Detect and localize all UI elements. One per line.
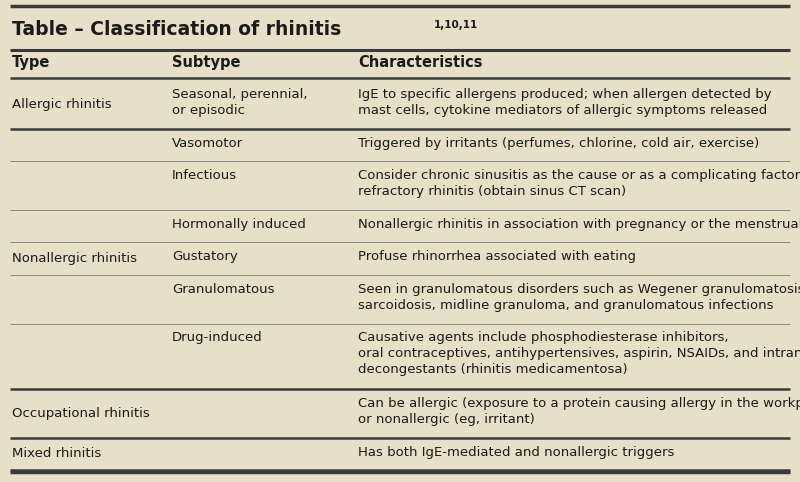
Text: Hormonally induced: Hormonally induced bbox=[172, 218, 306, 231]
Text: Consider chronic sinusitis as the cause or as a complicating factor in
refractor: Consider chronic sinusitis as the cause … bbox=[358, 169, 800, 198]
Text: Table – Classification of rhinitis: Table – Classification of rhinitis bbox=[12, 20, 342, 39]
Text: Seen in granulomatous disorders such as Wegener granulomatosis,
sarcoidosis, mid: Seen in granulomatous disorders such as … bbox=[358, 282, 800, 312]
Text: Nonallergic rhinitis in association with pregnancy or the menstrual cycle: Nonallergic rhinitis in association with… bbox=[358, 218, 800, 231]
Text: Gustatory: Gustatory bbox=[172, 250, 238, 263]
Text: Profuse rhinorrhea associated with eating: Profuse rhinorrhea associated with eatin… bbox=[358, 250, 636, 263]
Text: Infectious: Infectious bbox=[172, 169, 237, 182]
Text: IgE to specific allergens produced; when allergen detected by
mast cells, cytoki: IgE to specific allergens produced; when… bbox=[358, 88, 772, 117]
Text: Seasonal, perennial,
or episodic: Seasonal, perennial, or episodic bbox=[172, 88, 307, 117]
Text: Allergic rhinitis: Allergic rhinitis bbox=[12, 98, 112, 111]
Text: 1,10,11: 1,10,11 bbox=[434, 20, 478, 30]
Text: Subtype: Subtype bbox=[172, 55, 241, 70]
Text: Occupational rhinitis: Occupational rhinitis bbox=[12, 407, 150, 420]
Text: Triggered by irritants (perfumes, chlorine, cold air, exercise): Triggered by irritants (perfumes, chlori… bbox=[358, 137, 759, 150]
Text: Characteristics: Characteristics bbox=[358, 55, 482, 70]
Text: Type: Type bbox=[12, 55, 50, 70]
Text: Nonallergic rhinitis: Nonallergic rhinitis bbox=[12, 252, 137, 265]
Text: Can be allergic (exposure to a protein causing allergy in the workplace)
or nona: Can be allergic (exposure to a protein c… bbox=[358, 397, 800, 426]
Text: Granulomatous: Granulomatous bbox=[172, 282, 274, 295]
Text: Drug-induced: Drug-induced bbox=[172, 332, 262, 345]
Text: Has both IgE-mediated and nonallergic triggers: Has both IgE-mediated and nonallergic tr… bbox=[358, 445, 674, 458]
Text: Causative agents include phosphodiesterase inhibitors,
oral contraceptives, anti: Causative agents include phosphodiestera… bbox=[358, 332, 800, 376]
Text: Mixed rhinitis: Mixed rhinitis bbox=[12, 447, 102, 460]
Text: Vasomotor: Vasomotor bbox=[172, 137, 243, 150]
